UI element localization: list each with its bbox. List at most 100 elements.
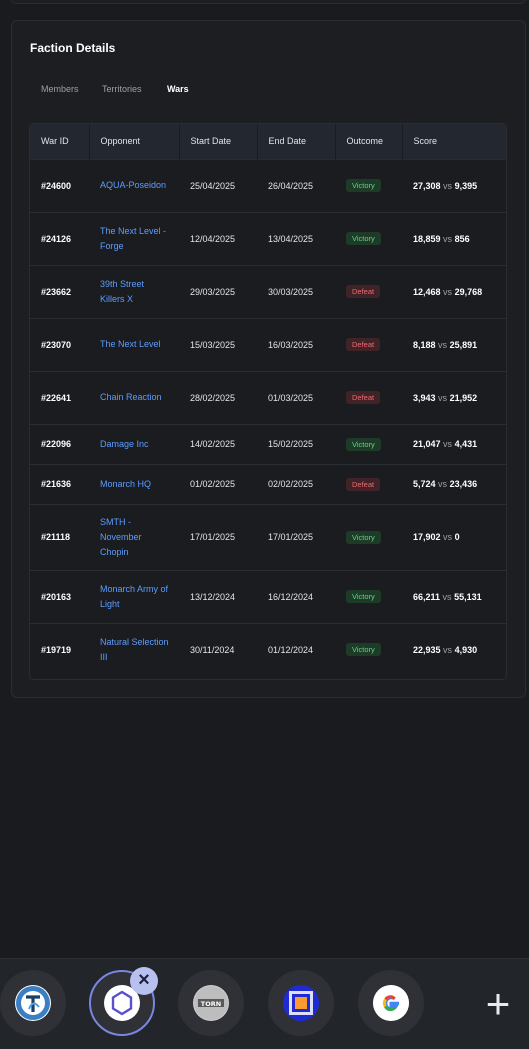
score-own: 17,902: [413, 532, 441, 542]
table-row: #23070 The Next Level 15/03/2025 16/03/2025…: [30, 317, 506, 371]
score-vs: vs: [438, 479, 448, 489]
score-cell: 12,468 vs 29,768: [402, 264, 506, 318]
opponent-link[interactable]: AQUA-Poseidon: [89, 158, 179, 212]
score-own: 3,943: [413, 392, 436, 403]
opponent-link[interactable]: 39th Street Killers X: [89, 264, 179, 318]
war-id-cell: #19719: [30, 622, 89, 676]
score-opponent: 9,395: [454, 180, 478, 191]
score-vs: vs: [443, 439, 453, 449]
end-date-cell: 16/03/2025: [257, 317, 335, 371]
opponent-link[interactable]: Damage Inc: [89, 423, 179, 464]
col-header-outcome[interactable]: Outcome: [335, 124, 403, 159]
panel-title: Faction Details: [30, 41, 116, 55]
score-own: 8,188: [413, 339, 436, 350]
outcome-cell: Defeat: [335, 370, 402, 424]
score-opponent: 21,952: [449, 392, 478, 403]
outcome-badge: Victory: [346, 437, 381, 451]
start-date-cell: 15/03/2025: [179, 317, 257, 371]
score-vs: vs: [443, 532, 453, 542]
start-date-cell: 25/04/2025: [179, 158, 257, 212]
start-date-cell: 28/02/2025: [179, 370, 257, 424]
score-own: 5,724: [413, 479, 436, 489]
score-vs: vs: [438, 339, 448, 350]
start-date-cell: 13/12/2024: [179, 569, 257, 623]
outcome-badge: Victory: [346, 232, 381, 245]
score-own: 27,308: [413, 180, 441, 191]
col-header-score[interactable]: Score: [413, 136, 438, 147]
col-header-war-id[interactable]: War ID: [30, 124, 90, 159]
score-own: 12,468: [413, 286, 441, 297]
end-date-cell: 26/04/2025: [257, 158, 335, 212]
col-header-opponent[interactable]: Opponent: [89, 124, 180, 159]
start-date-cell: 01/02/2025: [179, 463, 257, 504]
opponent-link[interactable]: Monarch Army of Light: [89, 569, 179, 623]
tab-territories[interactable]: Territories: [102, 84, 142, 94]
score-vs: vs: [442, 591, 452, 602]
outcome-cell: Defeat: [335, 317, 402, 371]
table-row: #21636 Monarch HQ 01/02/2025 02/02/2025 Defe…: [30, 463, 506, 504]
score-own: 22,935: [413, 644, 441, 655]
score-own: 18,859: [413, 233, 441, 244]
table-header-row: War ID Opponent Start Date End Date Outc…: [30, 124, 506, 159]
torn-logo-icon: TORN: [193, 985, 229, 1021]
tab-members[interactable]: Members: [41, 84, 79, 94]
score-opponent: 29,768: [454, 286, 483, 297]
table-row: #20163 Monarch Army of Light 13/12/2024 16/…: [30, 569, 506, 623]
outcome-badge: Victory: [346, 530, 381, 544]
score-vs: vs: [443, 180, 453, 191]
opponent-link[interactable]: The Next Level: [89, 317, 179, 371]
dock-tab-4[interactable]: [268, 970, 334, 1036]
score-opponent: 856: [454, 233, 470, 244]
outcome-cell: Victory: [335, 423, 402, 464]
start-date-cell: 17/01/2025: [179, 503, 257, 570]
start-date-cell: 12/04/2025: [179, 211, 257, 265]
dock-tab-1[interactable]: [0, 970, 66, 1036]
bottom-tab-dock: × TORN +: [0, 958, 529, 1049]
plus-icon[interactable]: +: [485, 980, 511, 1027]
outcome-cell: Defeat: [335, 264, 402, 318]
dans-tools-icon: [283, 985, 319, 1021]
tab-wars[interactable]: Wars: [167, 84, 189, 94]
col-header-end-date[interactable]: End Date: [257, 124, 336, 159]
war-id-cell: #23662: [30, 264, 89, 318]
war-id-cell: #21118: [30, 503, 89, 570]
table-row: #22096 Damage Inc 14/02/2025 15/02/2025 Vict…: [30, 423, 506, 464]
end-date-cell: 30/03/2025: [257, 264, 335, 318]
score-opponent: 55,131: [454, 591, 482, 602]
score-cell: 5,724 vs 23,436: [402, 463, 506, 504]
war-id-cell: #23070: [30, 317, 89, 371]
outcome-badge: Defeat: [346, 391, 381, 404]
score-vs: vs: [443, 233, 453, 244]
dock-tab-3[interactable]: TORN: [178, 970, 244, 1036]
war-id-cell: #24600: [30, 158, 89, 212]
end-date-cell: 01/12/2024: [257, 622, 335, 676]
score-cell: 22,935 vs 4,930: [402, 622, 506, 676]
outcome-badge: Victory: [346, 590, 381, 603]
torn-stats-icon: [15, 985, 51, 1021]
opponent-link[interactable]: The Next Level - Forge: [89, 211, 179, 265]
score-vs: vs: [443, 286, 453, 297]
war-id-cell: #20163: [30, 569, 89, 623]
outcome-badge: Victory: [346, 643, 381, 657]
col-header-start-date[interactable]: Start Date: [179, 124, 258, 159]
table-row: #22641 Chain Reaction 28/02/2025 01/03/2025…: [30, 370, 506, 424]
dock-tab-5[interactable]: [358, 970, 424, 1036]
google-icon: [373, 985, 409, 1021]
war-id-cell: #22641: [30, 370, 89, 424]
end-date-cell: 02/02/2025: [257, 463, 335, 504]
opponent-link[interactable]: Natural Selection III: [89, 622, 179, 676]
score-own: 21,047: [413, 439, 441, 449]
svg-text:TORN: TORN: [201, 1000, 221, 1008]
war-id-cell: #21636: [30, 463, 89, 504]
score-cell: 21,047 vs 4,431: [402, 423, 506, 464]
opponent-link[interactable]: SMTH - November Chopin: [89, 503, 179, 570]
close-icon[interactable]: ×: [130, 967, 158, 995]
opponent-link[interactable]: Chain Reaction: [89, 370, 179, 424]
end-date-cell: 17/01/2025: [257, 503, 335, 570]
table-row: #24600 AQUA-Poseidon 25/04/2025 26/04/2025 V…: [30, 158, 506, 212]
opponent-link[interactable]: Monarch HQ: [89, 463, 179, 504]
score-vs: vs: [438, 392, 448, 403]
score-cell: 3,943 vs 21,952: [402, 370, 506, 424]
end-date-cell: 01/03/2025: [257, 370, 335, 424]
outcome-cell: Victory: [335, 622, 402, 676]
